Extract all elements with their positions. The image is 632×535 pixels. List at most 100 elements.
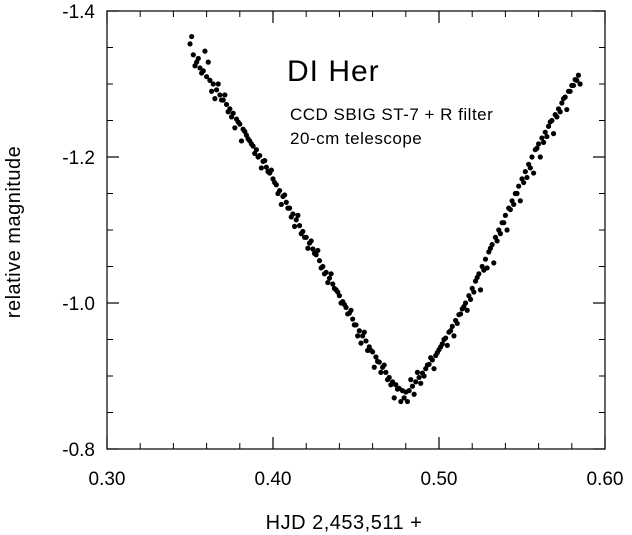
data-point	[574, 77, 580, 83]
data-point	[537, 154, 543, 160]
data-point	[252, 150, 258, 156]
data-point	[223, 101, 230, 108]
data-point	[554, 114, 560, 120]
data-point	[524, 174, 530, 181]
data-point	[255, 154, 261, 160]
data-point	[416, 374, 422, 381]
data-point	[474, 274, 480, 281]
data-point	[477, 287, 484, 293]
data-point	[225, 109, 231, 115]
annotation-instrument: CCD SBIG ST-7 + R filter	[290, 105, 493, 124]
data-point	[531, 170, 537, 176]
data-point	[263, 164, 269, 170]
data-point	[305, 245, 311, 251]
data-point	[207, 77, 213, 83]
data-point	[454, 320, 460, 327]
y-tick-label: -1.0	[62, 294, 95, 315]
data-point	[235, 119, 241, 125]
data-point	[414, 369, 421, 375]
data-point	[491, 260, 497, 266]
data-point	[542, 129, 548, 135]
data-point	[398, 398, 404, 405]
data-point	[311, 250, 318, 256]
data-point	[217, 92, 223, 98]
data-point	[550, 131, 557, 137]
axis-ticks	[106, 10, 606, 450]
data-point	[536, 141, 542, 147]
data-point	[393, 382, 399, 388]
data-point	[283, 199, 289, 205]
data-point	[195, 55, 201, 62]
data-point	[384, 377, 391, 383]
data-point	[348, 307, 354, 313]
data-point	[539, 135, 545, 141]
data-point	[248, 141, 255, 147]
data-point	[365, 347, 371, 354]
data-point	[213, 87, 220, 93]
data-point	[361, 329, 367, 335]
data-point	[371, 364, 377, 370]
data-point	[424, 362, 430, 368]
data-point	[318, 265, 324, 271]
data-point	[238, 138, 245, 144]
data-point	[272, 179, 278, 186]
data-point	[567, 88, 573, 94]
data-point	[575, 72, 582, 78]
data-point	[560, 96, 567, 102]
data-point	[401, 395, 407, 401]
data-point	[487, 245, 494, 251]
data-point	[335, 289, 341, 295]
data-point	[504, 227, 510, 233]
data-point	[373, 354, 379, 360]
data-point	[215, 81, 221, 87]
data-point	[494, 238, 500, 244]
data-point	[444, 342, 450, 348]
data-point	[288, 214, 294, 220]
data-point	[421, 373, 427, 379]
data-point	[295, 212, 301, 218]
data-point	[431, 366, 437, 372]
data-point	[482, 256, 489, 262]
data-point	[464, 307, 470, 313]
x-tick-labels: 0.30 0.40 0.50 0.60	[89, 469, 624, 490]
data-point	[461, 304, 467, 310]
data-point	[258, 165, 264, 171]
data-point	[338, 300, 344, 306]
data-point	[293, 217, 299, 223]
data-point	[517, 198, 523, 204]
y-tick-label: -1.4	[62, 2, 95, 23]
data-point	[451, 333, 457, 339]
data-point	[374, 358, 381, 364]
data-point	[514, 190, 520, 197]
y-axis-title: relative magnitude	[3, 146, 25, 318]
data-point	[449, 323, 455, 329]
data-point	[501, 220, 507, 226]
data-point	[310, 246, 316, 252]
data-point	[205, 59, 211, 65]
data-point	[308, 238, 314, 244]
data-point	[534, 145, 540, 151]
data-point	[577, 81, 583, 87]
data-point	[189, 33, 195, 40]
data-point	[218, 97, 225, 103]
data-point	[409, 383, 416, 389]
data-point	[222, 92, 228, 98]
data-point	[428, 355, 434, 361]
data-point	[388, 382, 394, 388]
data-point	[265, 169, 271, 175]
data-point	[358, 340, 364, 346]
data-point	[511, 201, 517, 208]
data-point	[325, 279, 331, 286]
data-point	[356, 328, 362, 334]
data-point	[564, 106, 570, 113]
data-point	[210, 81, 216, 87]
data-point	[363, 338, 369, 344]
y-tick-label: -1.2	[62, 148, 95, 169]
data-point	[521, 179, 527, 186]
data-point	[557, 109, 563, 115]
annotation-telescope: 20-cm telescope	[290, 129, 422, 148]
data-point	[331, 285, 338, 291]
x-tick-label: 0.40	[255, 469, 292, 490]
data-point	[522, 169, 528, 175]
